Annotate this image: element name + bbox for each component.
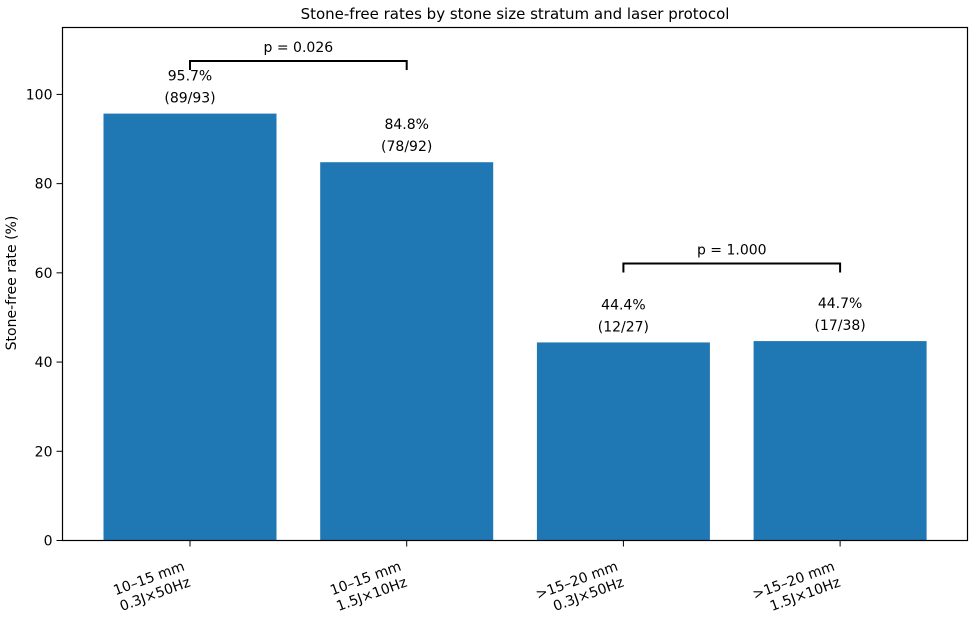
count-label: (12/27)	[598, 319, 649, 335]
y-tick-label: 60	[35, 266, 53, 282]
y-tick-label: 100	[26, 87, 53, 103]
count-label: (17/38)	[814, 318, 865, 334]
value-label: 44.4%	[601, 297, 645, 313]
y-tick-label: 0	[44, 534, 53, 550]
bar	[753, 341, 927, 541]
y-tick-label: 80	[35, 177, 53, 193]
bar	[320, 162, 494, 541]
chart-title: Stone-free rates by stone size stratum a…	[301, 5, 730, 23]
count-label: (78/92)	[381, 139, 432, 155]
significance-bracket	[189, 59, 408, 70]
plot-frame	[61, 26, 969, 542]
y-axis-label: Stone-free rate (%)	[4, 216, 20, 351]
x-tick-label: 10–15 mm1.5J×10Hz	[328, 559, 409, 615]
p-value-label: p = 1.000	[697, 242, 767, 258]
value-label: 95.7%	[168, 69, 212, 85]
y-tick-label: 40	[35, 355, 53, 371]
x-tick-label: 10–15 mm0.3J×50Hz	[111, 559, 192, 615]
p-value-label: p = 0.026	[264, 40, 334, 56]
bar	[103, 113, 277, 541]
count-label: (89/93)	[164, 91, 215, 107]
y-tick-label: 20	[35, 444, 53, 460]
significance-bracket	[622, 262, 842, 273]
bar	[536, 342, 710, 541]
x-tick-label: >15–20 mm1.5J×10Hz	[751, 559, 843, 618]
value-label: 44.7%	[818, 296, 862, 312]
value-label: 84.8%	[384, 117, 428, 133]
x-tick-label: >15–20 mm0.3J×50Hz	[534, 559, 626, 618]
